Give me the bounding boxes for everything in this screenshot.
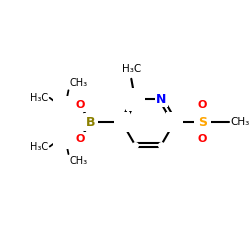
- Text: CH₃: CH₃: [231, 117, 250, 127]
- Text: O: O: [75, 100, 85, 110]
- Text: N: N: [156, 93, 166, 106]
- Text: H₃C: H₃C: [30, 93, 48, 103]
- Text: S: S: [198, 116, 207, 129]
- Text: O: O: [198, 134, 207, 144]
- Text: CH₃: CH₃: [70, 156, 87, 166]
- Text: O: O: [198, 100, 207, 110]
- Text: H₃C: H₃C: [122, 64, 141, 74]
- Text: B: B: [86, 116, 96, 129]
- Text: H₃C: H₃C: [30, 142, 48, 152]
- Text: CH₃: CH₃: [70, 78, 87, 88]
- Text: O: O: [75, 134, 85, 144]
